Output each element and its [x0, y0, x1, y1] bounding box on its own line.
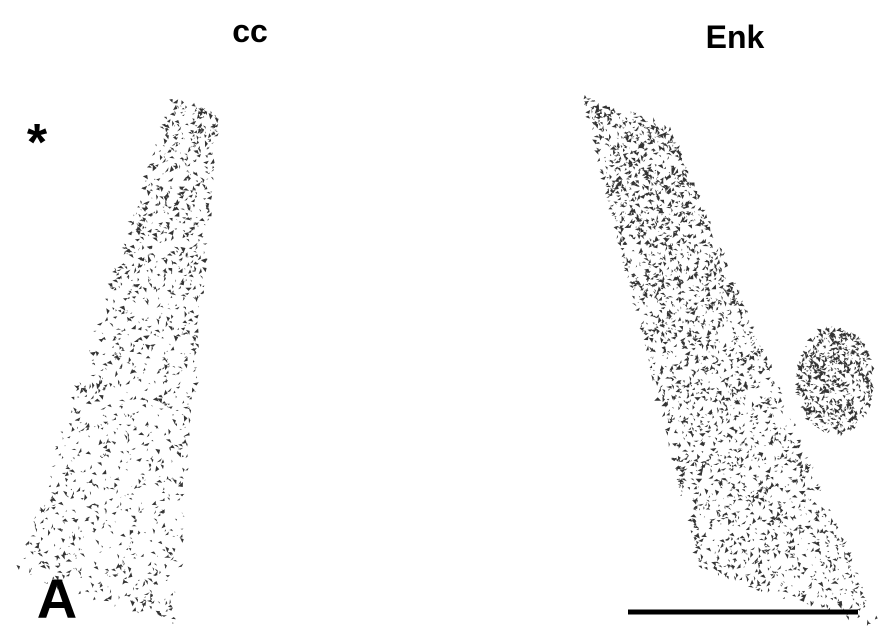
- stained-tissue: [583, 95, 878, 626]
- panel-label: A: [37, 567, 77, 627]
- marker: *: [27, 114, 48, 172]
- column-label: Enk: [706, 19, 765, 55]
- column-label: cc: [232, 13, 268, 49]
- tissue-sections: [16, 95, 878, 626]
